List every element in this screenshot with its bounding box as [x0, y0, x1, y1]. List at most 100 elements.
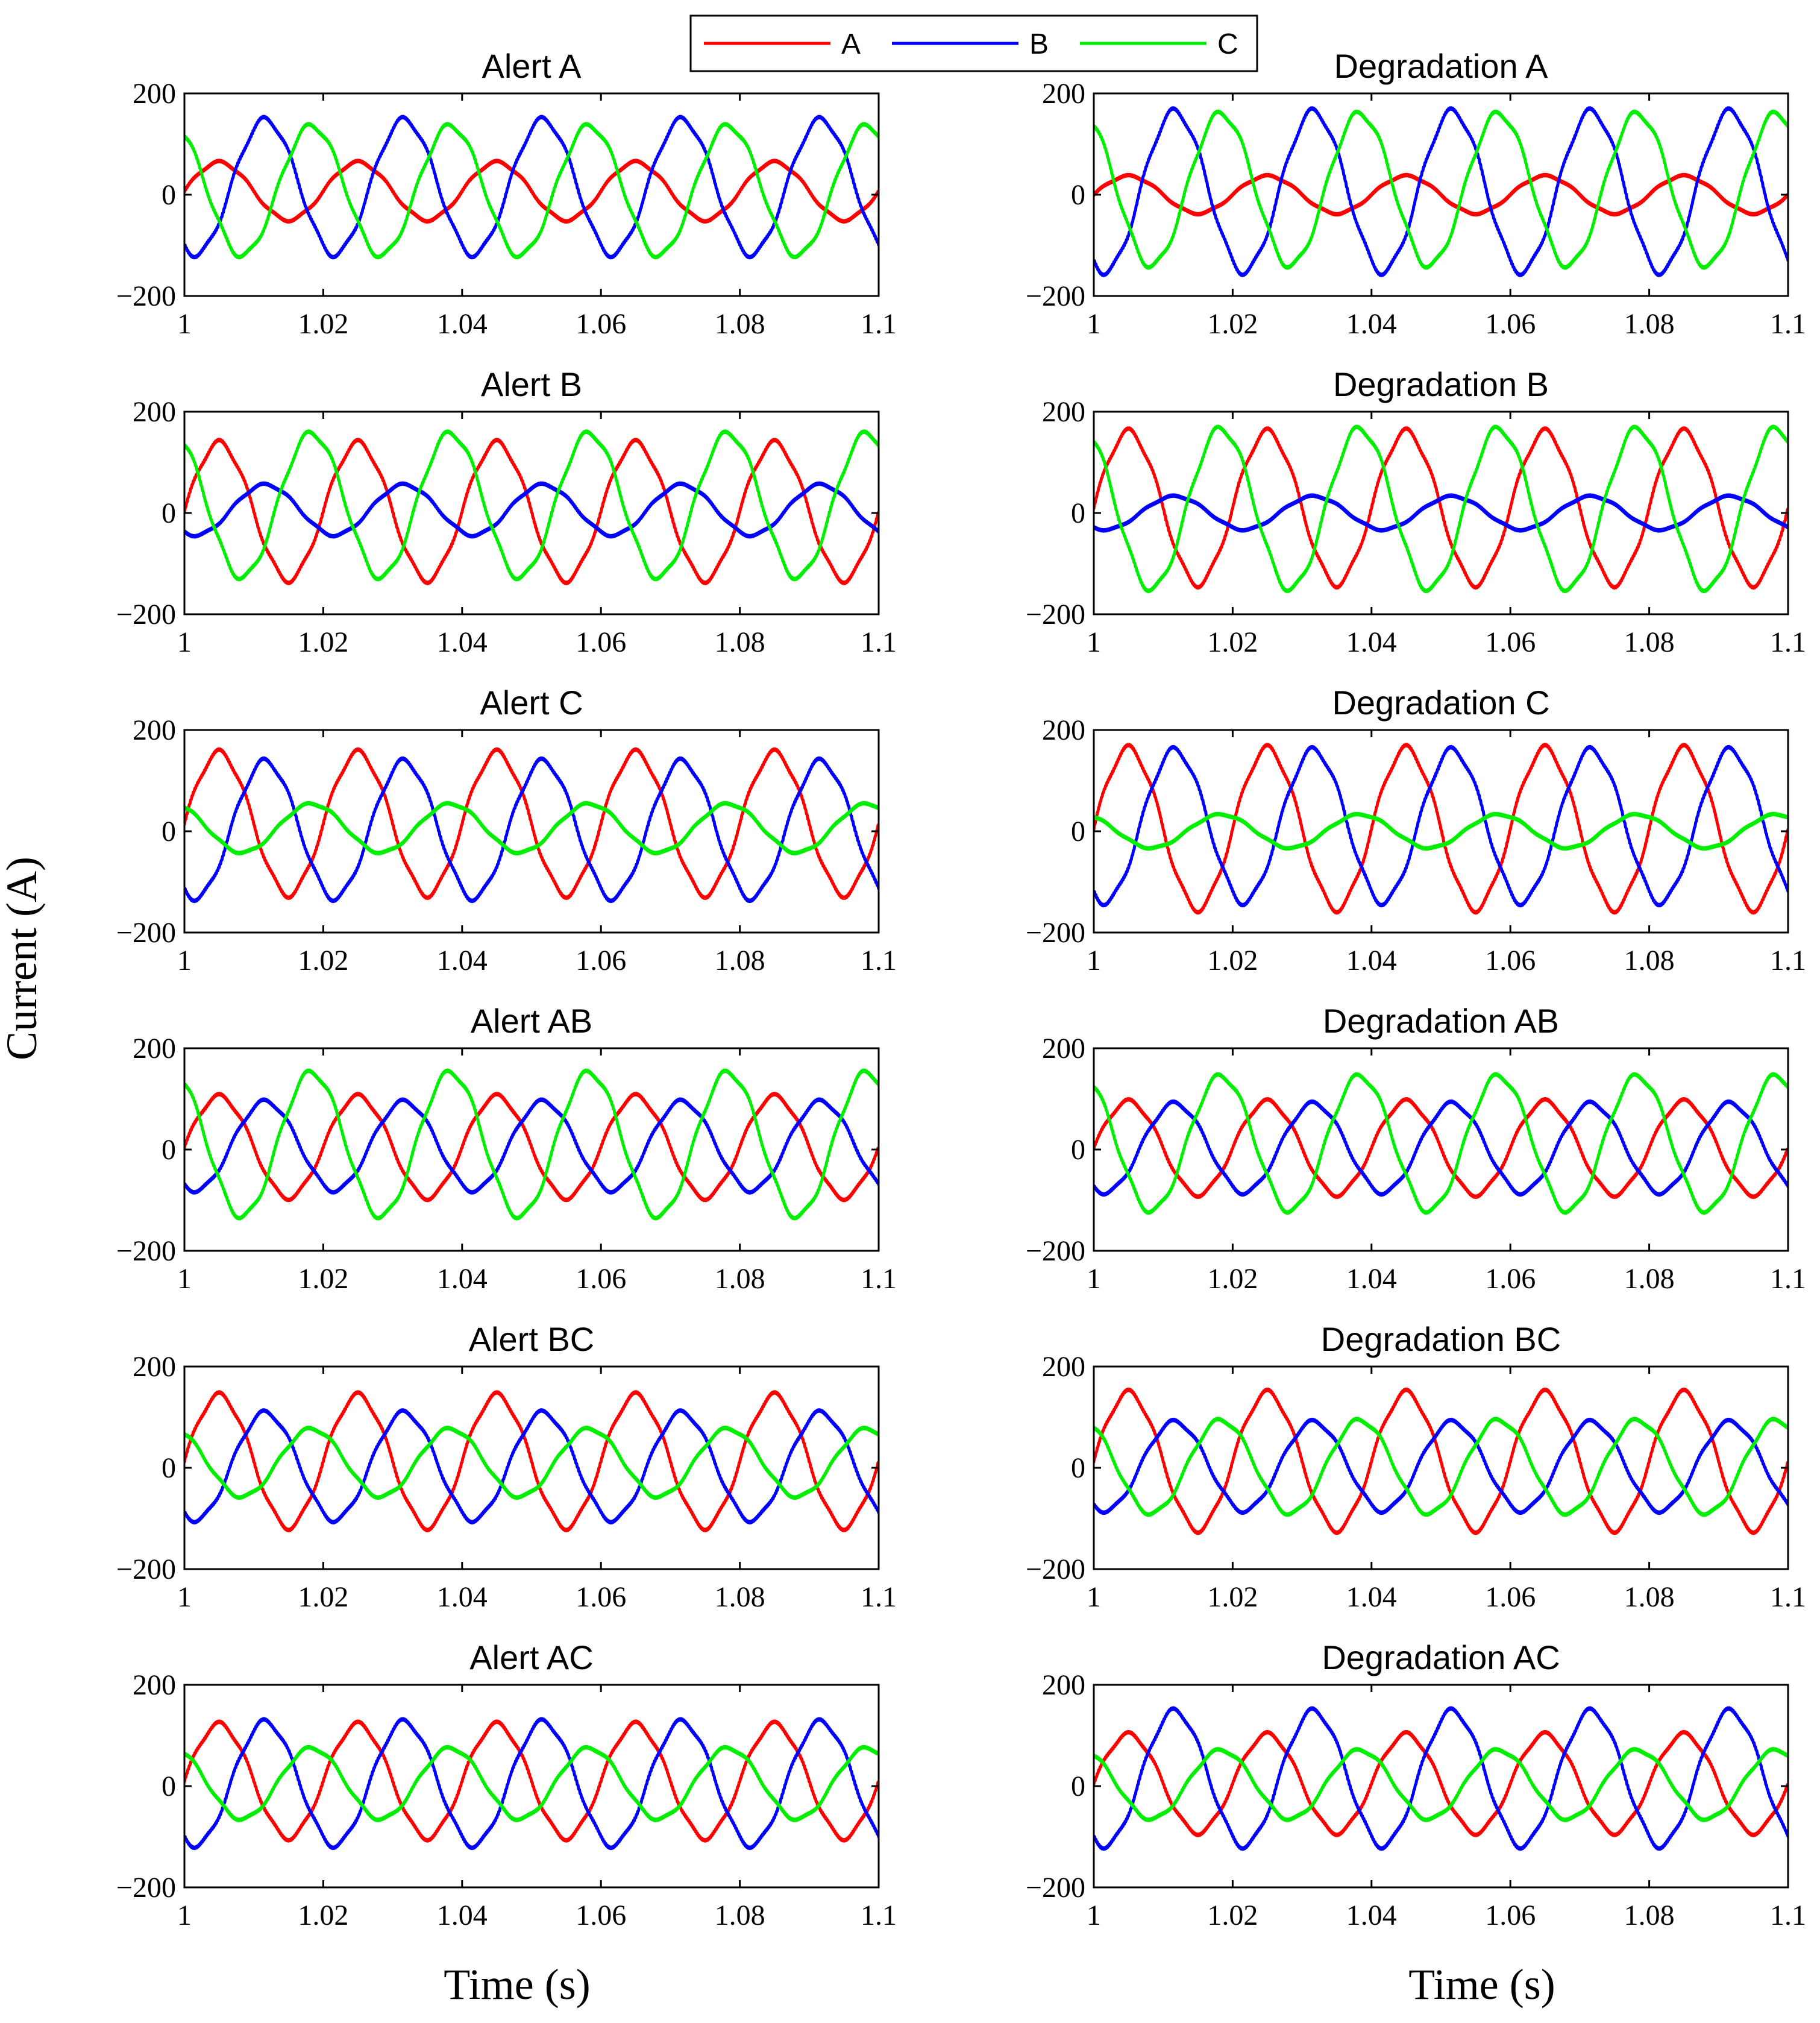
x-tick-label: 1.04: [437, 1899, 488, 1931]
x-tick-label: 1.04: [1346, 1581, 1397, 1613]
panel-title-degradation-c: Degradation C: [1332, 684, 1549, 722]
y-tick-label: −200: [1026, 1872, 1085, 1904]
series-c-degradation-ab: [1094, 1072, 1788, 1215]
series-c-degradation-b: [1094, 424, 1788, 593]
x-tick-label: 1: [1087, 308, 1101, 340]
x-tick-label: 1.04: [1346, 945, 1397, 977]
traces-degradation-ab: [1094, 1072, 1788, 1215]
series-b-alert-bc: [184, 1408, 879, 1524]
traces-alert-c: [184, 747, 879, 904]
x-tick-label: 1.06: [576, 1899, 626, 1931]
x-tick-label: 1: [177, 945, 192, 977]
y-tick-label: −200: [116, 1235, 176, 1267]
x-tick-label: 1.02: [1207, 1899, 1258, 1931]
y-tick-label: 0: [1071, 1452, 1085, 1484]
traces-alert-ac: [184, 1717, 879, 1851]
x-tick-label: 1.02: [1207, 1581, 1258, 1613]
x-tick-label: 1.04: [437, 626, 488, 658]
x-axis-label-left: Time (s): [444, 1960, 590, 2009]
series-a-degradation-bc: [1094, 1387, 1788, 1535]
series-c-alert-ab: [184, 1068, 879, 1221]
x-tick-label: 1: [1087, 626, 1101, 658]
y-tick-label: 0: [1071, 1770, 1085, 1802]
series-b-degradation-ac: [1094, 1706, 1788, 1851]
traces-degradation-bc: [1094, 1387, 1788, 1535]
x-tick-label: 1.02: [298, 308, 348, 340]
traces-degradation-a: [1094, 106, 1788, 277]
x-tick-label: 1.1: [1770, 1581, 1806, 1613]
y-tick-label: −200: [116, 280, 176, 312]
panel-title-alert-a: Alert A: [482, 47, 582, 85]
y-tick-label: 0: [162, 1452, 176, 1484]
series-b-alert-a: [184, 115, 879, 260]
y-tick-label: 200: [133, 1669, 176, 1701]
x-tick-label: 1.04: [437, 1263, 488, 1295]
x-tick-label: 1.06: [1485, 626, 1536, 658]
legend-box: [689, 14, 1258, 72]
y-tick-label: −200: [1026, 280, 1085, 312]
x-tick-label: 1.04: [1346, 626, 1397, 658]
traces-alert-a: [184, 115, 879, 260]
x-tick-label: 1.1: [861, 1263, 897, 1295]
y-tick-label: 0: [1071, 179, 1085, 211]
x-tick-label: 1.06: [576, 1263, 626, 1295]
x-tick-label: 1: [1087, 945, 1101, 977]
panel-title-alert-c: Alert C: [480, 684, 583, 722]
x-tick-label: 1: [177, 626, 192, 658]
x-tick-label: 1.08: [715, 308, 765, 340]
x-tick-label: 1.08: [1624, 1899, 1675, 1931]
x-tick-label: 1.06: [1485, 1263, 1536, 1295]
x-tick-label: 1: [177, 1263, 192, 1295]
x-tick-label: 1.06: [1485, 1581, 1536, 1613]
x-tick-label: 1.02: [1207, 308, 1258, 340]
x-tick-label: 1.06: [576, 1581, 626, 1613]
x-tick-label: 1.08: [1624, 1581, 1675, 1613]
y-tick-label: 0: [1071, 1134, 1085, 1166]
series-c-degradation-a: [1094, 109, 1788, 270]
series-a-alert-bc: [184, 1390, 879, 1532]
series-b-alert-ab: [184, 1097, 879, 1195]
series-a-alert-a: [184, 159, 879, 224]
x-tick-label: 1.08: [715, 1899, 765, 1931]
y-tick-label: −200: [116, 1872, 176, 1904]
x-tick-label: 1.1: [861, 1899, 897, 1931]
legend: A B C: [689, 14, 1258, 72]
x-tick-label: 1.06: [576, 945, 626, 977]
series-c-alert-ac: [184, 1745, 879, 1822]
y-tick-label: 200: [1042, 78, 1085, 110]
y-tick-label: 0: [162, 497, 176, 529]
traces-degradation-c: [1094, 743, 1788, 915]
series-a-alert-b: [184, 438, 879, 585]
series-b-degradation-b: [1094, 493, 1788, 533]
panel-title-alert-bc: Alert BC: [469, 1320, 595, 1358]
series-b-alert-ac: [184, 1717, 879, 1851]
panel-title-degradation-b: Degradation B: [1333, 365, 1549, 403]
y-tick-label: 0: [1071, 497, 1085, 529]
x-tick-label: 1.02: [1207, 626, 1258, 658]
x-tick-label: 1.1: [1770, 626, 1806, 658]
x-tick-label: 1: [1087, 1581, 1101, 1613]
panel-title-degradation-ab: Degradation AB: [1323, 1002, 1559, 1040]
x-tick-label: 1: [1087, 1263, 1101, 1295]
y-tick-label: −200: [116, 917, 176, 949]
y-tick-label: −200: [116, 1553, 176, 1585]
panel-title-alert-ac: Alert AC: [469, 1638, 593, 1676]
x-tick-label: 1.1: [1770, 1899, 1806, 1931]
y-tick-label: 200: [1042, 714, 1085, 746]
series-c-alert-bc: [184, 1426, 879, 1500]
y-tick-label: −200: [1026, 599, 1085, 631]
legend-label-b: B: [1029, 28, 1049, 60]
series-a-alert-ab: [184, 1092, 879, 1203]
x-tick-label: 1.08: [1624, 308, 1675, 340]
series-b-degradation-a: [1094, 106, 1788, 277]
y-tick-label: 200: [1042, 1351, 1085, 1383]
y-tick-label: 200: [133, 1033, 176, 1065]
